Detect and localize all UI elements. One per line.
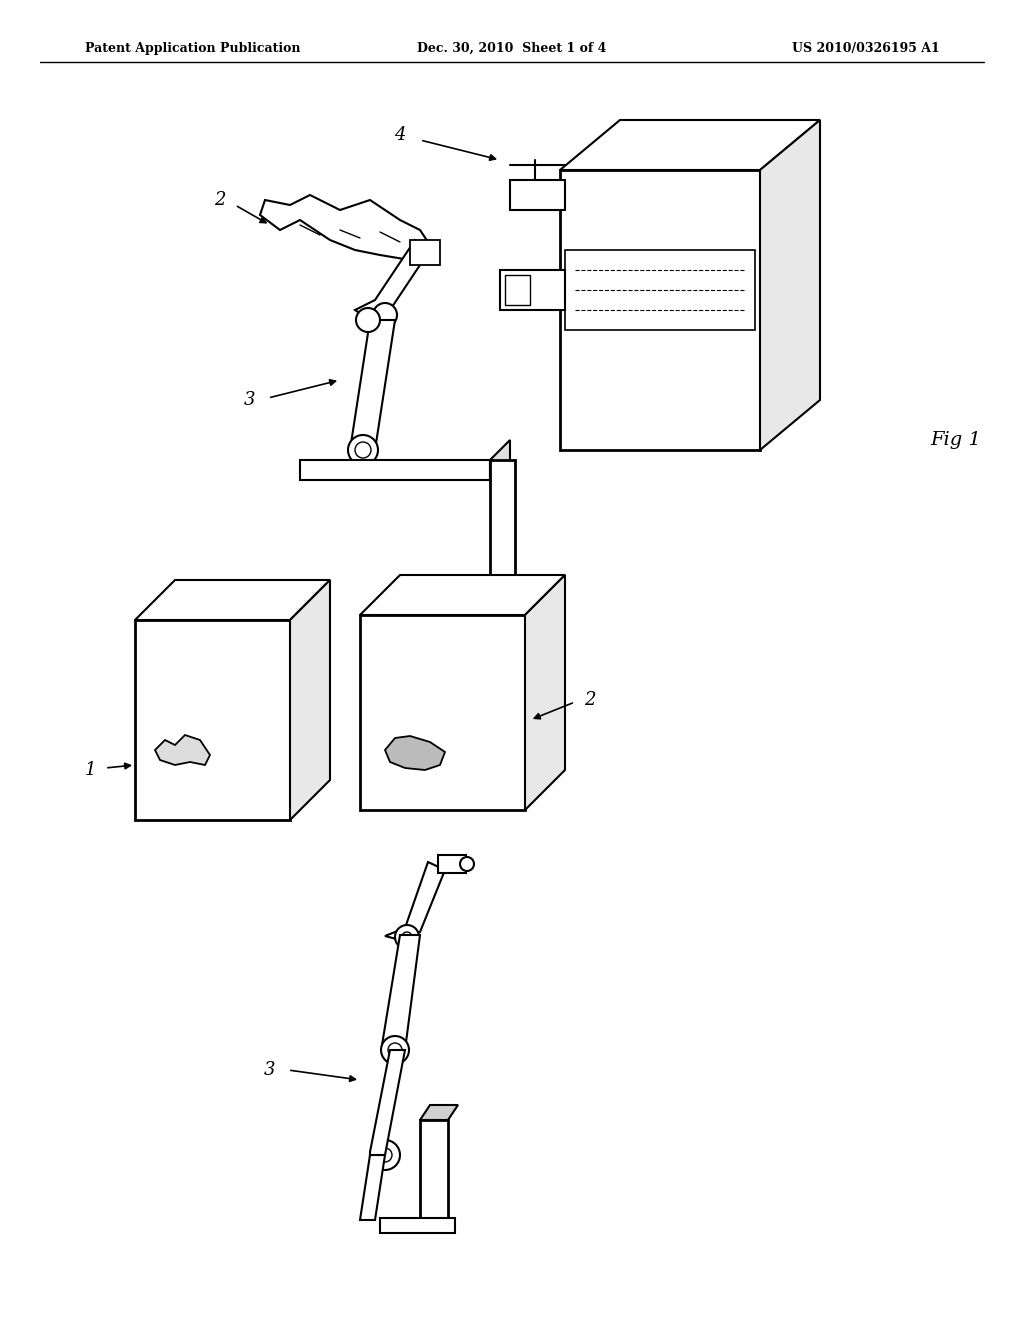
Polygon shape (385, 737, 445, 770)
Bar (500, 271, 565, 310)
Circle shape (460, 857, 474, 871)
Bar (510, 180, 565, 210)
Bar (135, 620, 290, 820)
Polygon shape (370, 1049, 406, 1155)
Bar (380, 1218, 455, 1233)
Bar (560, 170, 760, 450)
Polygon shape (490, 440, 510, 480)
Text: Dec. 30, 2010  Sheet 1 of 4: Dec. 30, 2010 Sheet 1 of 4 (418, 42, 606, 55)
Text: US 2010/0326195 A1: US 2010/0326195 A1 (793, 42, 940, 55)
Polygon shape (260, 195, 430, 260)
Circle shape (395, 925, 419, 949)
Polygon shape (355, 240, 430, 319)
Polygon shape (420, 1105, 458, 1119)
Bar (438, 855, 466, 873)
Polygon shape (360, 576, 565, 615)
Circle shape (388, 1043, 402, 1057)
Circle shape (370, 1140, 400, 1170)
Text: 3: 3 (245, 391, 256, 409)
Circle shape (356, 308, 380, 333)
Bar (360, 615, 525, 810)
Polygon shape (135, 579, 330, 620)
Text: 2: 2 (585, 690, 596, 709)
Text: Patent Application Publication: Patent Application Publication (85, 42, 300, 55)
Text: Fig 1: Fig 1 (930, 432, 981, 449)
Bar (490, 459, 515, 579)
Text: 1: 1 (84, 762, 96, 779)
Polygon shape (560, 120, 820, 170)
Text: 2: 2 (214, 191, 225, 209)
Circle shape (402, 932, 412, 942)
Bar (420, 1119, 449, 1230)
Polygon shape (385, 862, 445, 940)
Polygon shape (300, 459, 490, 480)
Polygon shape (525, 576, 565, 810)
Circle shape (378, 1148, 392, 1162)
Circle shape (373, 304, 397, 327)
Circle shape (348, 436, 378, 465)
Polygon shape (350, 319, 395, 450)
Polygon shape (290, 579, 330, 820)
Circle shape (355, 442, 371, 458)
Text: 4: 4 (394, 125, 406, 144)
Polygon shape (360, 1155, 385, 1220)
Polygon shape (155, 735, 210, 766)
Bar (410, 240, 440, 265)
Polygon shape (760, 120, 820, 450)
Text: 3: 3 (264, 1061, 275, 1078)
Bar (505, 275, 530, 305)
Circle shape (381, 1036, 409, 1064)
Bar (565, 249, 755, 330)
Polygon shape (382, 935, 420, 1049)
